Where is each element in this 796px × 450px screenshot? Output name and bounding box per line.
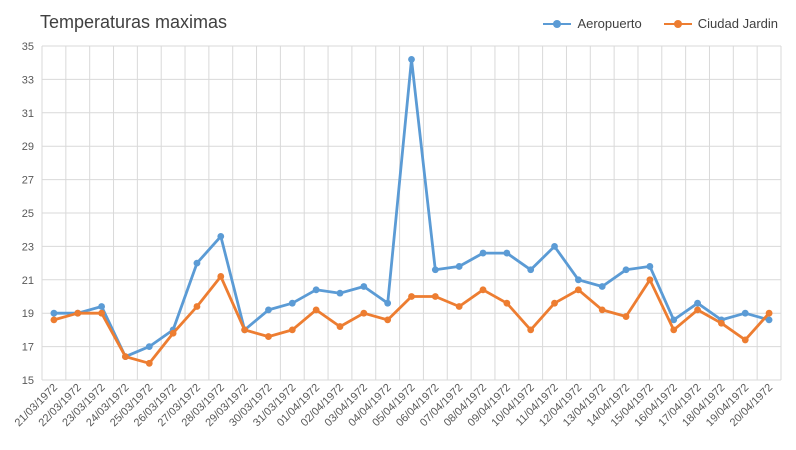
data-point-ciudad-jardin (74, 309, 82, 317)
data-point-aeropuerto (217, 232, 225, 240)
data-point-aeropuerto (336, 289, 344, 297)
data-point-ciudad-jardin (551, 299, 558, 307)
data-point-aeropuerto (622, 266, 630, 274)
data-point-ciudad-jardin (670, 326, 678, 334)
legend-item-ciudad-jardin: Ciudad Jardin (663, 16, 778, 31)
y-tick-label: 33 (22, 74, 34, 86)
data-point-aeropuerto (741, 309, 749, 317)
data-point-ciudad-jardin (360, 309, 368, 317)
data-point-ciudad-jardin (527, 326, 535, 334)
data-point-ciudad-jardin (288, 326, 296, 334)
data-point-aeropuerto (98, 303, 105, 310)
data-point-aeropuerto (503, 249, 511, 257)
y-tick-label: 19 (22, 308, 34, 320)
y-tick-label: 15 (22, 375, 34, 387)
data-point-ciudad-jardin (384, 316, 392, 324)
chart-title: Temperaturas maximas (40, 12, 228, 32)
data-point-ciudad-jardin (718, 319, 725, 327)
data-point-ciudad-jardin (50, 316, 58, 324)
data-point-aeropuerto (670, 316, 678, 324)
legend-swatch-aeropuerto (543, 19, 572, 29)
y-tick-label: 21 (22, 275, 34, 287)
data-point-ciudad-jardin (122, 353, 129, 361)
data-point-ciudad-jardin (408, 293, 415, 300)
y-tick-label: 35 (22, 41, 34, 53)
data-point-aeropuerto (312, 286, 320, 294)
data-point-ciudad-jardin (193, 303, 201, 310)
data-point-ciudad-jardin (503, 299, 511, 307)
data-point-ciudad-jardin (312, 306, 320, 314)
data-point-ciudad-jardin (646, 276, 654, 284)
data-point-aeropuerto (598, 283, 606, 290)
data-point-aeropuerto (765, 316, 773, 324)
data-point-ciudad-jardin (431, 293, 439, 300)
legend-item-aeropuerto: Aeropuerto (543, 16, 642, 31)
legend-label-ciudad-jardin: Ciudad Jardin (697, 16, 778, 31)
data-point-ciudad-jardin (98, 309, 105, 317)
data-point-aeropuerto (408, 55, 415, 63)
data-point-ciudad-jardin (598, 306, 606, 314)
data-point-aeropuerto (193, 259, 201, 267)
data-point-ciudad-jardin (574, 286, 582, 294)
data-point-ciudad-jardin (741, 336, 749, 344)
data-point-ciudad-jardin (455, 303, 463, 310)
y-tick-label: 31 (22, 108, 34, 120)
data-point-aeropuerto (694, 299, 701, 307)
y-tick-label: 17 (22, 342, 34, 354)
y-tick-label: 29 (22, 141, 34, 153)
legend: Aeropuerto Ciudad Jardin (543, 16, 778, 31)
data-point-ciudad-jardin (765, 309, 773, 317)
data-point-aeropuerto (50, 309, 58, 317)
data-point-ciudad-jardin (336, 323, 344, 330)
data-point-ciudad-jardin (622, 313, 630, 320)
legend-swatch-ciudad-jardin (663, 19, 692, 29)
data-point-aeropuerto (551, 243, 558, 250)
data-point-aeropuerto (288, 299, 296, 307)
data-point-ciudad-jardin (145, 359, 153, 367)
data-point-ciudad-jardin (241, 326, 249, 334)
data-point-ciudad-jardin (217, 273, 225, 280)
data-point-ciudad-jardin (265, 333, 272, 340)
data-point-aeropuerto (384, 299, 392, 307)
legend-label-aeropuerto: Aeropuerto (577, 16, 642, 31)
y-tick-label: 25 (22, 208, 34, 220)
data-point-aeropuerto (265, 306, 272, 314)
data-point-aeropuerto (360, 283, 368, 290)
data-point-aeropuerto (431, 266, 439, 274)
data-point-aeropuerto (646, 263, 654, 270)
data-point-aeropuerto (527, 266, 535, 274)
data-point-aeropuerto (145, 343, 153, 350)
y-tick-label: 23 (22, 241, 34, 253)
y-tick-label: 27 (22, 175, 34, 187)
data-point-ciudad-jardin (169, 329, 177, 337)
data-point-aeropuerto (574, 276, 582, 284)
data-point-aeropuerto (479, 249, 487, 257)
data-point-ciudad-jardin (694, 306, 701, 314)
data-point-ciudad-jardin (479, 286, 487, 294)
data-point-aeropuerto (455, 263, 463, 270)
